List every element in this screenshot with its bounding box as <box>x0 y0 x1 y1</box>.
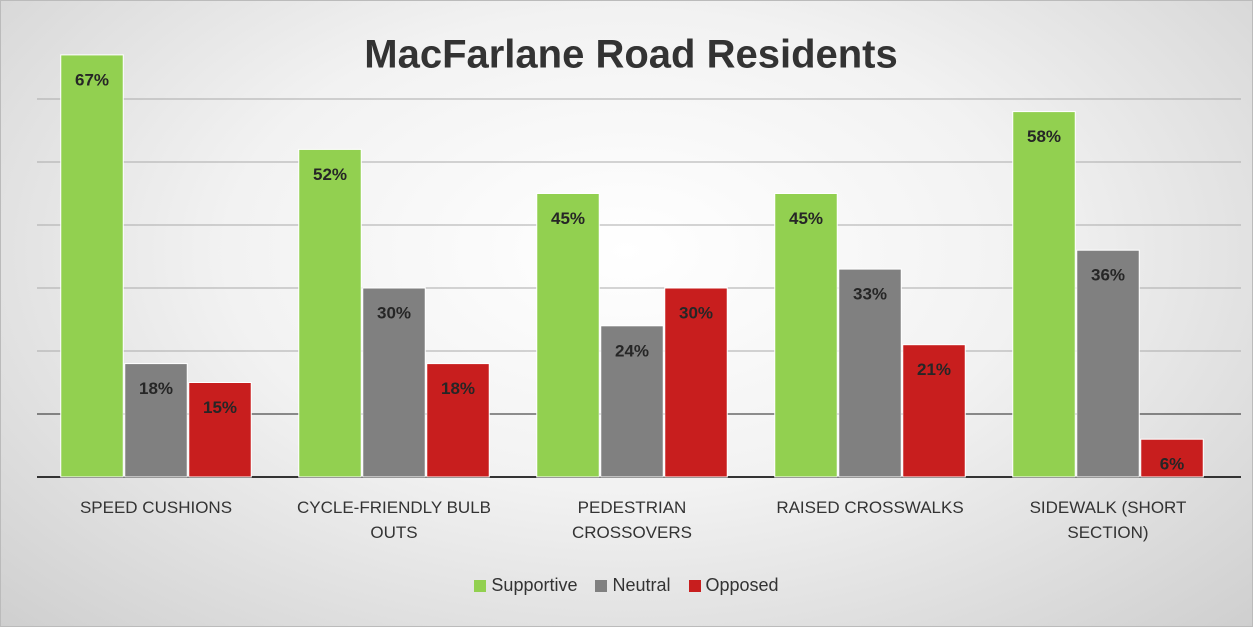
data-label: 58% <box>1027 127 1061 146</box>
data-label: 18% <box>139 379 173 398</box>
x-tick-label: SIDEWALK (SHORT SECTION) <box>1029 498 1187 542</box>
legend-swatch <box>595 579 608 592</box>
data-label: 45% <box>551 209 585 228</box>
data-label: 45% <box>789 209 823 228</box>
data-label: 30% <box>377 303 411 322</box>
data-label: 33% <box>853 285 887 304</box>
data-label: 18% <box>441 379 475 398</box>
x-tick-label: SPEED CUSHIONS <box>79 498 233 517</box>
legend-label: Opposed <box>705 575 779 595</box>
data-label: 30% <box>679 303 713 322</box>
bar <box>1076 249 1140 478</box>
x-tick-label: RAISED CROSSWALKS <box>776 498 964 517</box>
bar <box>426 363 490 478</box>
data-label: 52% <box>313 165 347 184</box>
bar <box>124 363 188 478</box>
bar <box>60 54 124 478</box>
legend-swatch <box>474 579 487 592</box>
bar <box>1140 438 1204 478</box>
legend-item: Neutral <box>595 575 671 596</box>
data-label: 15% <box>203 398 237 417</box>
legend-label: Neutral <box>612 575 671 595</box>
legend-swatch <box>688 579 701 592</box>
bar <box>1012 111 1076 478</box>
data-label: 67% <box>75 70 109 89</box>
data-label: 21% <box>917 360 951 379</box>
bar <box>774 193 838 478</box>
bar <box>536 193 600 478</box>
data-label: 36% <box>1091 266 1125 285</box>
bar <box>838 268 902 478</box>
data-label: 24% <box>615 341 649 360</box>
bar <box>902 344 966 478</box>
legend-label: Supportive <box>491 575 578 595</box>
chart-title: MacFarlane Road Residents <box>364 33 898 77</box>
bar <box>298 148 362 478</box>
bar <box>600 325 664 478</box>
x-tick-label: PEDESTRIAN CROSSOVERS <box>572 498 692 542</box>
legend-item: Opposed <box>688 575 779 596</box>
legend: Supportive Neutral Opposed <box>1 575 1252 596</box>
legend-item: Supportive <box>474 575 577 596</box>
x-tick-label: CYCLE-FRIENDLY BULB OUTS <box>297 498 491 542</box>
data-label: 6% <box>1160 455 1185 474</box>
bar <box>362 287 426 478</box>
bar <box>664 287 728 478</box>
bar <box>188 382 252 478</box>
